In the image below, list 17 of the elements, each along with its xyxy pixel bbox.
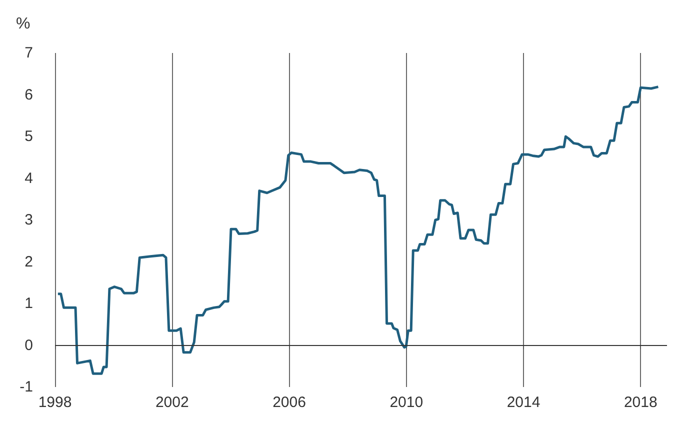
y-tick-label: 0 bbox=[24, 336, 33, 354]
y-tick-label: 5 bbox=[24, 128, 33, 145]
x-tick-label: 2018 bbox=[624, 394, 658, 411]
y-tick-label: 1 bbox=[24, 295, 33, 312]
x-tick-label: 2014 bbox=[506, 394, 540, 411]
x-tick-label: 1998 bbox=[38, 394, 72, 411]
line-series bbox=[56, 86, 660, 375]
y-axis-title: % bbox=[16, 16, 30, 32]
y-tick-label: 3 bbox=[24, 212, 33, 228]
x-tick-label: 2006 bbox=[272, 394, 306, 411]
y-tick-label: 6 bbox=[24, 86, 33, 104]
x-tick-label: 2002 bbox=[155, 394, 189, 411]
y-tick-label: 2 bbox=[24, 253, 33, 270]
x-tick-label: 2010 bbox=[390, 394, 424, 411]
y-tick-label: 7 bbox=[24, 44, 33, 62]
y-tick-label: -1 bbox=[20, 378, 33, 396]
y-tick-label: 4 bbox=[24, 170, 33, 187]
